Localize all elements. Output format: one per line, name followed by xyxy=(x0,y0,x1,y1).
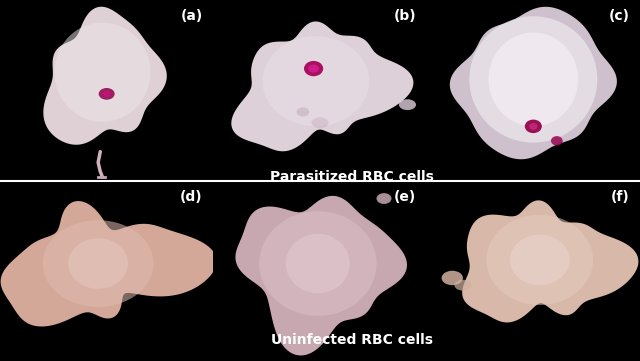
Text: (c): (c) xyxy=(609,9,629,23)
Ellipse shape xyxy=(488,32,578,126)
Text: (e): (e) xyxy=(394,190,416,204)
Text: (f): (f) xyxy=(611,190,629,204)
Ellipse shape xyxy=(525,119,542,133)
Ellipse shape xyxy=(259,211,376,316)
Ellipse shape xyxy=(68,238,128,289)
Polygon shape xyxy=(462,200,639,322)
Text: Parasitized RBC cells: Parasitized RBC cells xyxy=(270,170,434,184)
Ellipse shape xyxy=(486,215,593,305)
Ellipse shape xyxy=(296,108,309,116)
Ellipse shape xyxy=(469,16,597,143)
Ellipse shape xyxy=(529,123,538,130)
Ellipse shape xyxy=(102,91,111,97)
Text: (b): (b) xyxy=(394,9,416,23)
Polygon shape xyxy=(231,21,413,151)
Ellipse shape xyxy=(442,271,463,285)
Ellipse shape xyxy=(43,220,154,307)
Ellipse shape xyxy=(99,88,115,100)
Ellipse shape xyxy=(262,36,369,126)
Ellipse shape xyxy=(286,234,350,293)
Polygon shape xyxy=(236,196,407,356)
Ellipse shape xyxy=(551,136,563,145)
Ellipse shape xyxy=(454,280,472,291)
Ellipse shape xyxy=(399,99,416,110)
Text: Uninfected RBC cells: Uninfected RBC cells xyxy=(271,332,433,347)
Ellipse shape xyxy=(376,193,392,204)
Polygon shape xyxy=(450,7,617,159)
Polygon shape xyxy=(44,7,167,145)
Ellipse shape xyxy=(54,22,150,122)
Text: (a): (a) xyxy=(180,9,203,23)
Text: (d): (d) xyxy=(180,190,203,204)
Ellipse shape xyxy=(308,65,319,73)
Ellipse shape xyxy=(312,117,328,128)
Ellipse shape xyxy=(304,61,323,76)
Ellipse shape xyxy=(510,235,570,285)
Polygon shape xyxy=(1,201,216,326)
